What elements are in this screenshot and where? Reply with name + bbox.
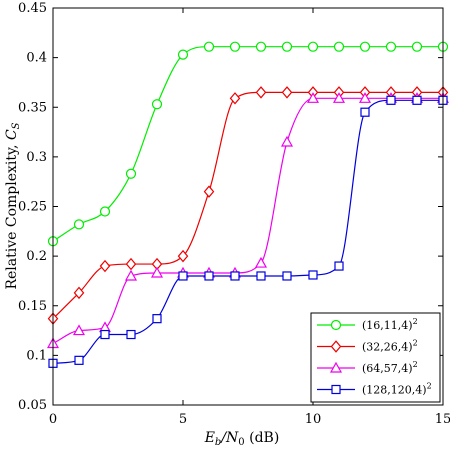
ylabel-sym: C bbox=[4, 129, 20, 140]
data-point bbox=[73, 219, 85, 230]
legend-swatch-marker bbox=[331, 384, 341, 395]
legend-label-base: (16,11,4) bbox=[362, 319, 413, 332]
legend: (16,11,4)2(32,26,4)2(64,57,4)2(128,120,4… bbox=[310, 312, 441, 403]
data-point bbox=[254, 256, 268, 268]
data-point bbox=[150, 266, 164, 278]
data-point bbox=[203, 185, 215, 198]
data-point bbox=[306, 92, 320, 103]
data-point bbox=[333, 41, 345, 52]
data-point bbox=[204, 271, 214, 281]
data-point bbox=[178, 271, 188, 281]
xlabel-sub1: b bbox=[215, 437, 221, 448]
legend-label-base: (64,57,4) bbox=[362, 362, 413, 375]
data-point bbox=[411, 41, 423, 52]
data-point bbox=[152, 314, 162, 324]
ylabel-main: Relative Complexity, bbox=[4, 140, 20, 290]
data-point bbox=[281, 86, 293, 99]
data-point bbox=[125, 257, 137, 271]
legend-swatch-marker bbox=[330, 340, 342, 353]
legend-label-exp: 2 bbox=[427, 382, 432, 391]
data-point bbox=[334, 261, 344, 271]
legend-swatch-marker bbox=[330, 319, 342, 331]
series-line bbox=[52, 91, 443, 320]
xlabel-main: E bbox=[204, 430, 215, 446]
data-point bbox=[359, 41, 371, 52]
data-point bbox=[177, 49, 189, 60]
y-tick-label: 0.25 bbox=[18, 200, 47, 215]
data-point bbox=[99, 259, 111, 273]
legend-entry: (64,57,4)2 bbox=[317, 360, 418, 375]
data-point bbox=[229, 92, 241, 105]
x-tick-label: 10 bbox=[305, 412, 322, 427]
legend-entry: (16,11,4)2 bbox=[317, 317, 418, 332]
x-tick-label: 0 bbox=[49, 412, 57, 427]
data-point bbox=[255, 86, 267, 99]
data-point bbox=[126, 329, 136, 340]
data-point bbox=[125, 168, 137, 179]
y-axis-label: Relative Complexity, CS bbox=[4, 122, 22, 289]
xlabel-slash: /N bbox=[219, 430, 239, 446]
series-line bbox=[52, 46, 443, 242]
data-point bbox=[99, 206, 111, 217]
legend-entry: (128,120,4)2 bbox=[317, 382, 432, 397]
series-2 bbox=[46, 92, 450, 349]
y-tick-label: 0.05 bbox=[18, 398, 47, 413]
data-point bbox=[177, 249, 189, 263]
xlabel-sub2: 0 bbox=[238, 437, 244, 448]
legend-label-exp: 2 bbox=[413, 339, 418, 348]
data-point bbox=[412, 95, 422, 105]
data-point bbox=[332, 92, 346, 103]
legend-swatch-marker bbox=[329, 361, 343, 373]
legend-label: (16,11,4)2 bbox=[362, 317, 418, 332]
data-point bbox=[203, 41, 215, 52]
legend-label: (128,120,4)2 bbox=[362, 382, 432, 397]
y-tick-label: 0.15 bbox=[18, 299, 47, 314]
data-point bbox=[282, 271, 292, 281]
y-tick-label: 0.35 bbox=[18, 100, 47, 115]
y-tick-label: 0.3 bbox=[26, 150, 47, 165]
data-point bbox=[151, 99, 163, 110]
y-tick-label: 0.2 bbox=[26, 249, 47, 264]
x-tick-label: 5 bbox=[179, 412, 187, 427]
series-line bbox=[52, 99, 443, 364]
data-point bbox=[358, 92, 372, 103]
data-point bbox=[307, 41, 319, 52]
y-tick-label: 0.4 bbox=[26, 51, 47, 66]
data-point bbox=[281, 41, 293, 52]
legend-label-base: (128,120,4) bbox=[362, 384, 427, 397]
xlabel-unit: (dB) bbox=[245, 430, 280, 446]
data-point bbox=[308, 270, 318, 280]
data-point bbox=[73, 286, 85, 300]
series-1 bbox=[47, 86, 449, 325]
x-tick-label: 15 bbox=[435, 412, 450, 427]
data-point bbox=[385, 41, 397, 52]
data-point bbox=[72, 324, 86, 336]
data-point bbox=[386, 95, 396, 105]
data-point bbox=[360, 107, 370, 117]
legend-label: (64,57,4)2 bbox=[362, 360, 418, 375]
data-point bbox=[124, 269, 138, 281]
ylabel-sub: S bbox=[11, 122, 22, 129]
y-tick-label: 0.45 bbox=[18, 1, 47, 16]
data-point bbox=[229, 41, 241, 52]
legend-label: (32,26,4)2 bbox=[362, 339, 418, 354]
data-point bbox=[280, 135, 294, 147]
data-point bbox=[230, 271, 240, 281]
data-point bbox=[100, 329, 110, 340]
y-tick-label: 0.1 bbox=[26, 348, 47, 363]
legend-label-exp: 2 bbox=[413, 360, 418, 369]
legend-label-exp: 2 bbox=[413, 317, 418, 326]
legend-entry: (32,26,4)2 bbox=[317, 339, 418, 354]
series-0 bbox=[47, 41, 449, 247]
legend-label-base: (32,26,4) bbox=[362, 341, 413, 354]
data-point bbox=[74, 355, 84, 365]
data-point bbox=[256, 271, 266, 281]
data-point bbox=[255, 41, 267, 52]
x-axis-label: Eb/N0 (dB) bbox=[204, 430, 280, 448]
series-line bbox=[52, 97, 443, 345]
